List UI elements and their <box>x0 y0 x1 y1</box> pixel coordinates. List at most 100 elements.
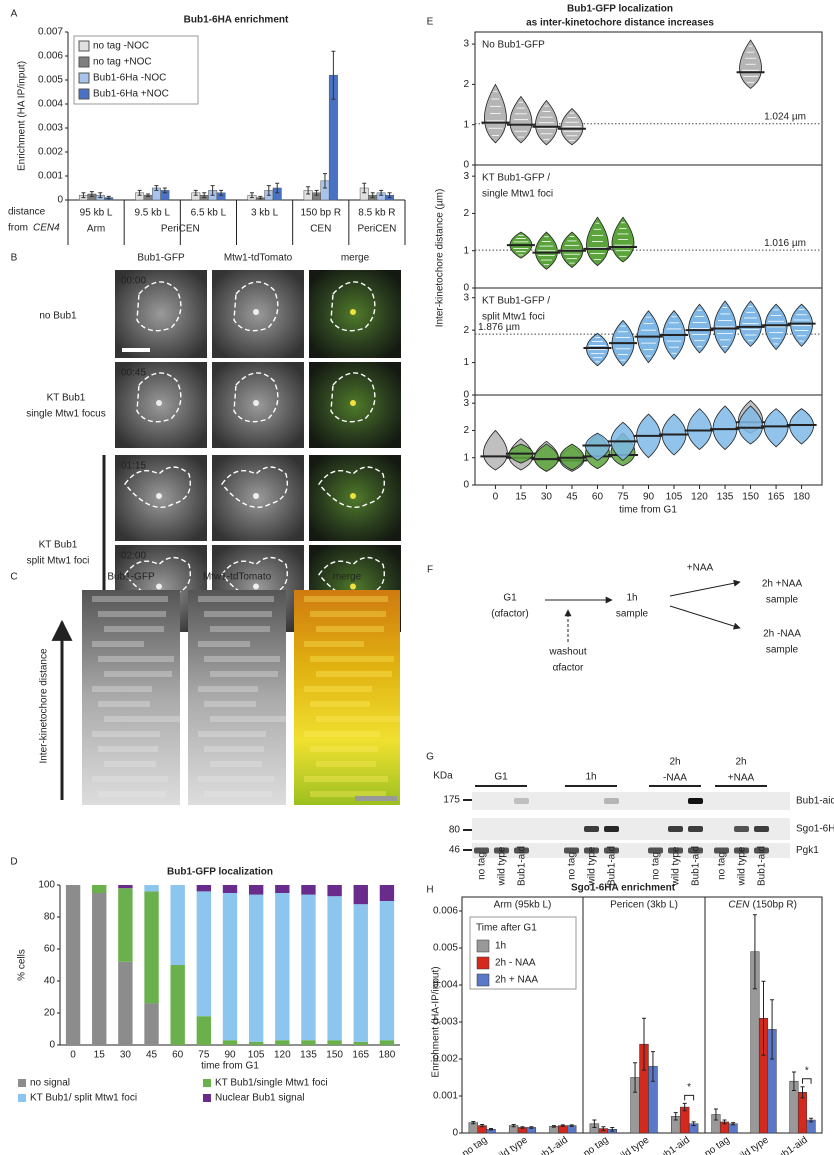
error-bar <box>81 192 86 199</box>
channel-header: Bub1-GFP <box>137 253 185 264</box>
significance-bracket <box>684 1094 695 1101</box>
region-label: Arm <box>87 224 105 235</box>
y-tick-label: 0.001 <box>433 1091 458 1102</box>
kymo-stripe <box>210 761 262 767</box>
legend-swatch <box>476 956 490 970</box>
y-tick-label: 1 <box>463 357 469 368</box>
blot-band <box>514 798 529 804</box>
error-bar <box>520 1126 525 1129</box>
y-axis-label: Enrichment (HA-IP/input) <box>431 966 442 1077</box>
bar-segment <box>248 885 264 895</box>
row-label: single Mtw1 focus <box>26 409 105 420</box>
legend-label: Nuclear Bub1 signal <box>215 1093 305 1104</box>
error-bar <box>387 192 392 199</box>
blot-band <box>604 798 619 804</box>
x-tick-label: 0 <box>70 1050 76 1061</box>
x-tick-label: 30 <box>120 1050 132 1061</box>
legend-label: Bub1-6Ha +NOC <box>93 89 169 100</box>
timestamp: 02:00 <box>121 551 146 562</box>
error-bar <box>633 1062 638 1093</box>
kymo-stripe <box>198 596 274 602</box>
legend-box <box>73 35 199 105</box>
diagram-text: washout <box>548 647 586 658</box>
blot-band <box>714 847 729 854</box>
violin <box>789 408 814 445</box>
lane-label: wild type <box>587 846 598 886</box>
timestamp: 00:45 <box>121 368 146 379</box>
kymo-stripe <box>310 701 370 707</box>
bar-segment <box>118 888 133 962</box>
cell-outline <box>136 281 182 332</box>
focus <box>253 493 259 499</box>
error-bar <box>471 1121 476 1125</box>
subpanel-label: KT Bub1-GFP / <box>482 296 550 307</box>
kymo-stripe <box>204 656 280 662</box>
y-tick-label: 0 <box>463 283 469 294</box>
diagram-text: sample <box>766 645 799 656</box>
subpanel-label: KT Bub1-GFP / <box>482 173 550 184</box>
y-tick-label: 2 <box>463 325 469 336</box>
cell-outline <box>330 372 376 423</box>
lane-group-label: -NAA <box>663 773 687 784</box>
x-tick-label: 120 <box>691 492 708 503</box>
subpanel-title: CEN <box>728 900 750 911</box>
bar-segment <box>275 885 290 893</box>
violin <box>687 408 712 451</box>
error-bar <box>489 1128 494 1131</box>
legend-swatch <box>78 72 90 84</box>
kymo-stripe <box>104 716 180 722</box>
error-bar <box>275 182 280 194</box>
reference-label: 1.024 µm <box>764 111 806 122</box>
cell-outline <box>136 372 182 423</box>
x-tick-label: 105 <box>666 492 683 503</box>
error-bar <box>691 1121 696 1127</box>
lane-label: wild type <box>671 846 682 886</box>
y-tick-label: 0.004 <box>38 99 63 110</box>
blot-band <box>688 847 703 854</box>
error-bar <box>137 189 142 196</box>
error-bar <box>258 195 263 200</box>
error-bar <box>146 193 151 197</box>
bar-segment <box>353 885 368 905</box>
subpanel-title: Arm (95kb L) <box>494 900 552 911</box>
legend-label: no signal <box>30 1078 70 1089</box>
band-label: Sgo1-6HA <box>796 824 834 835</box>
legend-label: no tag +NOC <box>93 57 152 68</box>
chart-title: Bub1-GFP localization <box>167 867 273 878</box>
kymo-stripe <box>198 776 274 782</box>
kymo-stripe <box>310 656 394 662</box>
kymo-stripe <box>210 626 270 632</box>
bar-segment <box>92 885 107 893</box>
lane-label: Bub1-aid <box>607 846 618 886</box>
focus <box>156 583 162 590</box>
x-axis-label: time from G1 <box>201 1061 259 1072</box>
x-tick-label: 15 <box>94 1050 106 1061</box>
blot-band <box>584 847 599 854</box>
kymo-stripe <box>98 701 150 707</box>
blot-band <box>474 847 489 854</box>
blot-strip <box>472 843 790 858</box>
error-bar <box>752 914 757 990</box>
kymo-stripe <box>92 596 168 602</box>
legend-label: 2h - NAA <box>495 958 536 969</box>
kymo-stripe <box>204 791 272 797</box>
bar-segment <box>353 904 368 1042</box>
lane-label: no tag <box>717 852 728 880</box>
band-label: Bub1-aid <box>796 796 834 807</box>
channel-header: merge <box>333 572 362 583</box>
error-bar <box>154 185 159 191</box>
focus <box>253 400 259 406</box>
x-tick-label: 15 <box>515 492 527 503</box>
kymo-stripe <box>304 641 364 647</box>
chart-subtitle: as inter-kinetochore distance increases <box>526 18 714 29</box>
kymo-stripe <box>316 761 376 767</box>
significance-mark: * <box>805 1065 809 1076</box>
kymo-stripe <box>98 791 166 797</box>
focus <box>253 309 259 315</box>
kymo-stripe <box>104 626 164 632</box>
kymo-stripe <box>310 611 386 617</box>
error-bar <box>529 1126 534 1129</box>
focus <box>156 493 162 499</box>
error-bar <box>770 999 775 1060</box>
marker-label: 46 <box>449 845 461 856</box>
